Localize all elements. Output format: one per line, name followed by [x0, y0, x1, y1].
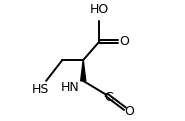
- Text: HS: HS: [32, 83, 50, 96]
- Text: C: C: [104, 91, 113, 104]
- Text: HO: HO: [89, 3, 108, 16]
- Text: HN: HN: [60, 81, 79, 94]
- Polygon shape: [81, 60, 86, 81]
- Text: O: O: [124, 105, 134, 118]
- Text: O: O: [120, 35, 130, 48]
